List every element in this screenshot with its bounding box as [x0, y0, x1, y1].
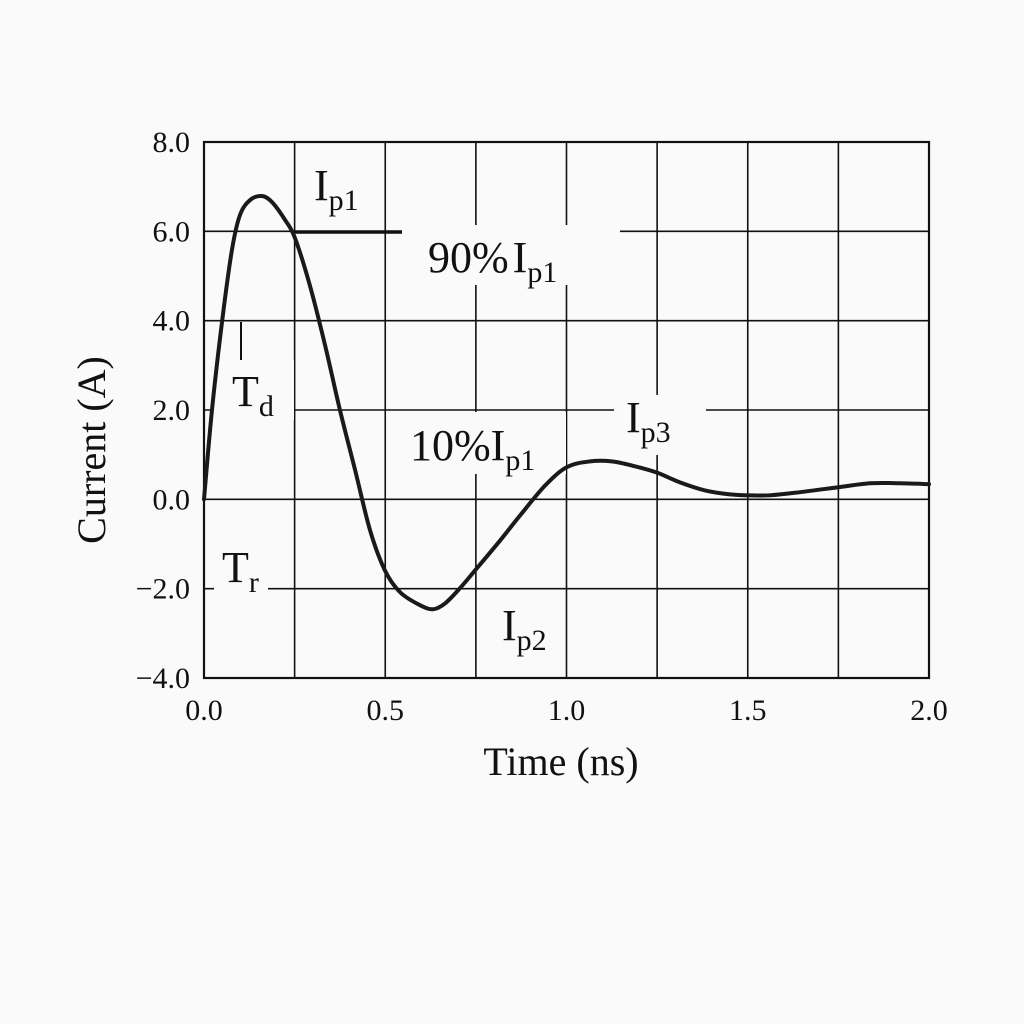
current-waveform-line — [202, 193, 931, 612]
ip1-label: Ip1 — [314, 161, 359, 217]
y-axis-title: Current (A) — [69, 356, 114, 544]
ip3-label: Ip3 — [626, 393, 671, 449]
y-tick-label: 0.0 — [153, 483, 191, 516]
y-tick-label: −2.0 — [136, 573, 190, 606]
y-tick-label: 2.0 — [153, 394, 191, 427]
td-label: Td — [232, 367, 274, 423]
y-tick-label: 4.0 — [153, 305, 191, 338]
grid — [204, 142, 929, 678]
x-tick-label: 0.5 — [367, 694, 405, 727]
x-tick-labels: 0.0 0.5 1.0 1.5 2.0 — [185, 694, 948, 727]
plot-frame — [202, 140, 931, 680]
x-tick-label: 0.0 — [185, 694, 223, 727]
tr-label: Tr — [222, 543, 259, 599]
x-axis-title: Time (ns) — [483, 739, 638, 784]
x-tick-label: 1.5 — [729, 694, 767, 727]
label-masks — [212, 225, 706, 662]
y-tick-label: 6.0 — [153, 215, 191, 248]
y-tick-label: 8.0 — [153, 126, 191, 159]
ten-percent-ip1-label: 10%Ip1 — [410, 421, 535, 477]
x-tick-label: 2.0 — [910, 694, 948, 727]
x-tick-label: 1.0 — [548, 694, 586, 727]
ninety-percent-ip1-label: 90%Ip1 — [428, 233, 557, 289]
y-tick-label: −4.0 — [136, 662, 190, 695]
ip2-label: Ip2 — [502, 601, 547, 657]
y-tick-labels: 8.0 6.0 4.0 2.0 0.0 −2.0 −4.0 — [136, 126, 190, 695]
